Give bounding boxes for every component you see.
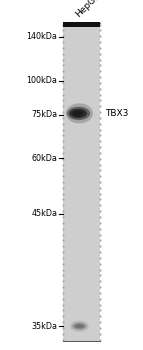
Ellipse shape — [66, 103, 93, 124]
Ellipse shape — [70, 321, 89, 332]
Text: 60kDa: 60kDa — [31, 154, 57, 163]
Ellipse shape — [67, 107, 90, 120]
Text: TBX3: TBX3 — [105, 109, 128, 118]
Ellipse shape — [72, 323, 86, 330]
Text: 45kDa: 45kDa — [31, 209, 57, 218]
Text: 35kDa: 35kDa — [31, 322, 57, 331]
Text: 140kDa: 140kDa — [26, 32, 57, 41]
Bar — [63, 22, 100, 27]
Ellipse shape — [73, 110, 83, 117]
Text: 100kDa: 100kDa — [26, 76, 57, 85]
Bar — [63, 23, 100, 341]
Ellipse shape — [75, 324, 84, 328]
Ellipse shape — [69, 108, 87, 118]
Text: HepG2: HepG2 — [74, 0, 102, 19]
Text: 75kDa: 75kDa — [31, 110, 57, 119]
